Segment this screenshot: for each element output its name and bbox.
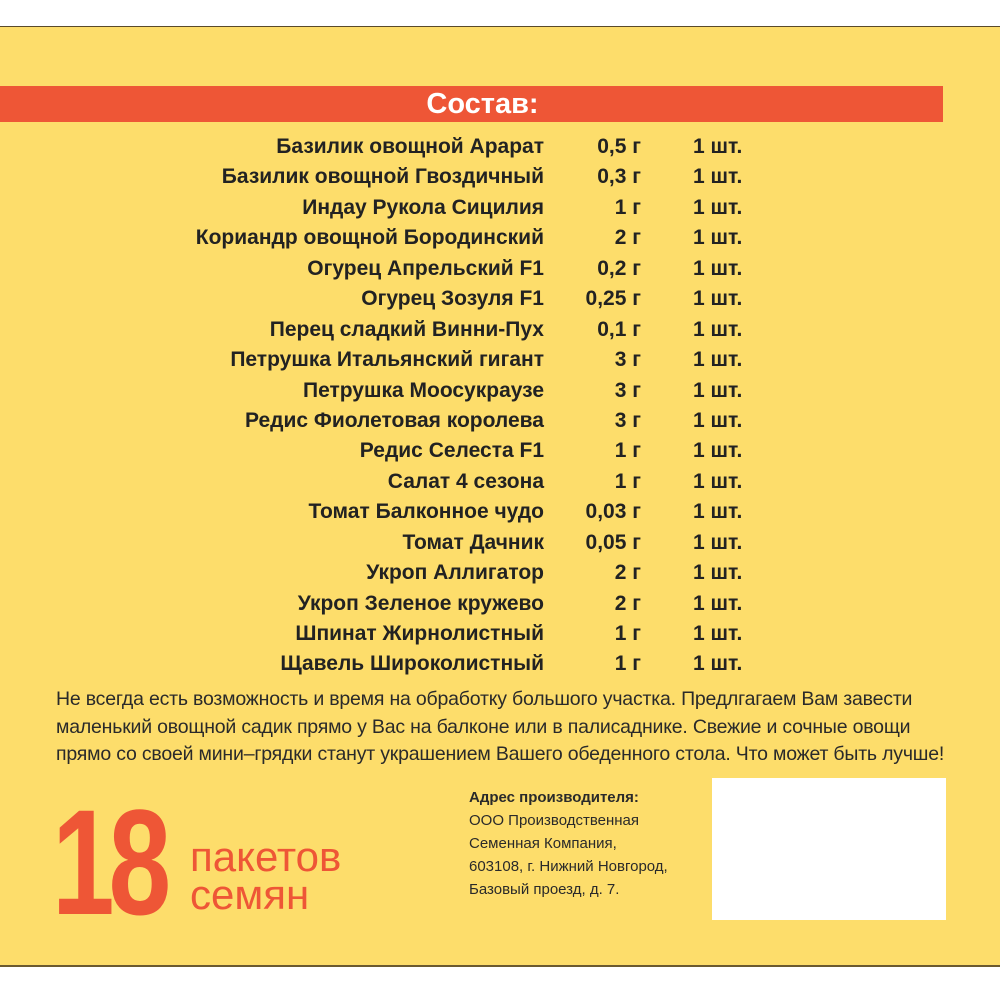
item-weight: 0,25 г [585,287,641,311]
item-name: Индау Рукола Сицилия [302,195,544,219]
item-name: Петрушка Моосукраузе [302,378,544,402]
item-quantity: 1 шт. [693,561,743,585]
item-weight: 2 г [614,561,641,585]
item-quantity: 1 шт. [693,348,743,372]
list-item: Салат 4 сезона 1 г 1 шт. [0,466,1000,496]
item-quantity: 1 шт. [693,226,743,250]
list-item: Щавель Широколистный 1 г 1 шт. [0,648,1000,678]
list-item: Укроп Аллигатор 2 г 1 шт. [0,557,1000,587]
address-line: ООО Производственная [469,812,640,829]
list-item: Перец сладкий Винни-Пух 0,1 г 1 шт. [0,314,1000,344]
item-quantity: 1 шт. [693,378,743,402]
item-weight: 0,1 г [597,317,641,341]
item-name: Томат Дачник [402,530,544,554]
item-weight: 2 г [614,226,641,250]
list-item: Базилик овощной Гвоздичный 0,3 г 1 шт. [0,161,1000,191]
item-name: Перец сладкий Винни-Пух [269,317,544,341]
list-item: Кориандр овощной Бородинский 2 г 1 шт. [0,222,1000,252]
item-weight: 1 г [614,439,641,463]
item-quantity: 1 шт. [693,591,743,615]
list-item: Шпинат Жирнолистный 1 г 1 шт. [0,618,1000,648]
item-weight: 1 г [614,195,641,219]
item-quantity: 1 шт. [693,195,743,219]
item-name: Базилик овощной Гвоздичный [221,165,544,189]
item-weight: 1 г [614,652,641,676]
list-item: Петрушка Итальянский гигант 3 г 1 шт. [0,344,1000,374]
item-name: Томат Балконное чудо [308,500,544,524]
item-weight: 1 г [614,622,641,645]
manufacturer-address: Адрес производителя: ООО Производственна… [469,786,668,901]
description: Не всегда есть возможность и время на об… [56,688,945,765]
address-line: 603108, г. Нижний Новгород, [469,858,668,875]
list-item: Редис Селеста F1 1 г 1 шт. [0,435,1000,465]
packet-count: 18 [52,778,171,946]
item-quantity: 1 шт. [693,408,743,432]
item-quantity: 1 шт. [693,622,743,645]
contents-title: Состав: [426,88,539,120]
blank-label-area [712,778,946,920]
list-item: Индау Рукола Сицилия 1 г 1 шт. [0,192,1000,222]
item-quantity: 1 шт. [693,439,743,463]
item-name: Петрушка Итальянский гигант [230,348,544,372]
item-name: Укроп Зеленое кружево [297,591,544,615]
item-quantity: 1 шт. [693,530,743,554]
item-name: Редис Селеста F1 [359,439,544,463]
item-name: Укроп Аллигатор [366,561,544,585]
item-name: Огурец Зозуля F1 [361,287,544,311]
packet-label-line2: семян [190,871,310,918]
item-weight: 0,2 г [597,256,641,280]
address-line: Семенная Компания, [469,835,617,852]
item-name: Шпинат Жирнолистный [295,622,544,645]
contents-header-bar: Состав: [0,86,943,122]
item-quantity: 1 шт. [693,165,743,189]
item-quantity: 1 шт. [693,256,743,280]
list-item: Укроп Зеленое кружево 2 г 1 шт. [0,588,1000,618]
list-item: Базилик овощной Арарат 0,5 г 1 шт. [0,131,1000,161]
item-weight: 3 г [614,378,641,402]
list-item: Томат Дачник 0,05 г 1 шт. [0,527,1000,557]
packet-label: пакетов семян [190,833,342,918]
item-weight: 0,3 г [597,165,641,189]
list-item: Редис Фиолетовая королева 3 г 1 шт. [0,405,1000,435]
item-name: Огурец Апрельский F1 [307,256,544,280]
item-name: Кориандр овощной Бородинский [195,226,544,250]
item-name: Салат 4 сезона [387,469,544,493]
list-item: Огурец Зозуля F1 0,25 г 1 шт. [0,283,1000,313]
list-item: Петрушка Моосукраузе 3 г 1 шт. [0,375,1000,405]
list-item: Огурец Апрельский F1 0,2 г 1 шт. [0,253,1000,283]
item-quantity: 1 шт. [693,652,743,676]
item-name: Щавель Широколистный [280,652,544,676]
item-quantity: 1 шт. [693,469,743,493]
item-weight: 0,03 г [585,500,641,524]
item-weight: 0,5 г [597,135,641,158]
address-line: Базовый проезд, д. 7. [469,881,620,898]
item-name: Базилик овощной Арарат [276,135,544,158]
item-quantity: 1 шт. [693,135,743,158]
list-item: Томат Балконное чудо 0,03 г 1 шт. [0,496,1000,526]
item-weight: 1 г [614,469,641,493]
item-weight: 3 г [614,408,641,432]
item-weight: 0,05 г [585,530,641,554]
packet-label-line1: пакетов [190,833,342,880]
item-weight: 2 г [614,591,641,615]
item-name: Редис Фиолетовая королева [244,408,544,432]
address-heading: Адрес производителя: [469,789,639,806]
item-weight: 3 г [614,348,641,372]
item-quantity: 1 шт. [693,500,743,524]
item-quantity: 1 шт. [693,317,743,341]
item-quantity: 1 шт. [693,287,743,311]
